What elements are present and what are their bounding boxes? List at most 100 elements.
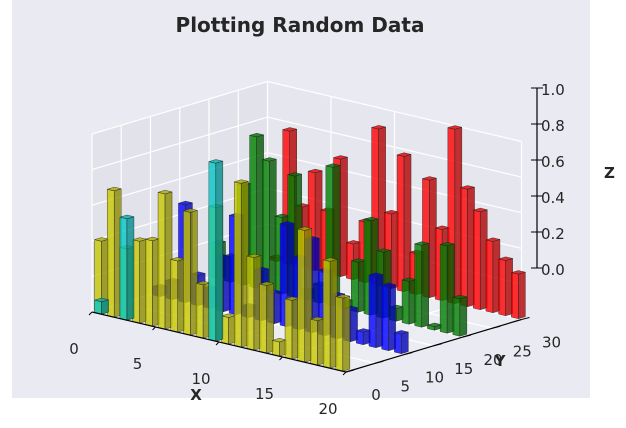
bar — [93, 237, 110, 315]
z-tick-label: 1.0 — [541, 81, 565, 99]
x-tick — [279, 356, 283, 361]
bar-top — [472, 207, 489, 213]
bar — [322, 257, 338, 369]
bar-top — [248, 132, 265, 138]
y-tick-label: 10 — [425, 369, 444, 387]
grid-z-back — [267, 116, 522, 178]
bar-side — [518, 271, 526, 320]
x-tick — [215, 341, 220, 346]
bar-top — [246, 253, 262, 258]
z-tick-label: 0.2 — [541, 225, 565, 243]
bar — [284, 296, 300, 360]
bar-front — [183, 210, 191, 336]
x-tick-label: 15 — [255, 385, 274, 403]
bar-side — [215, 160, 224, 342]
bar-front — [157, 192, 166, 330]
x-tick-label: 5 — [133, 355, 143, 373]
bar-top — [182, 208, 199, 213]
y-tick — [521, 317, 530, 320]
bar-front — [310, 318, 318, 366]
x-tick — [88, 311, 93, 316]
x-tick — [342, 371, 347, 376]
bar-front — [195, 282, 204, 339]
x-tick-label: 0 — [69, 340, 79, 358]
bar-front — [485, 239, 494, 314]
bar — [401, 277, 417, 325]
bar-front — [460, 187, 468, 308]
bar-top — [93, 297, 110, 302]
z-tick-label: 0.8 — [541, 117, 565, 135]
bar-top — [413, 241, 430, 246]
bar-side — [101, 299, 109, 315]
bar-front — [356, 330, 364, 346]
bar-front — [401, 279, 410, 325]
y-tick — [375, 360, 384, 364]
bar-front — [234, 181, 242, 348]
bar — [144, 236, 161, 327]
bar-top — [296, 226, 313, 231]
y-tick — [345, 369, 355, 373]
grid-z-side — [91, 116, 268, 171]
bar-front — [498, 258, 506, 317]
x-tick-label: 10 — [191, 370, 210, 388]
bar-front — [170, 259, 178, 333]
bar-front — [351, 260, 359, 313]
bar — [472, 207, 489, 311]
bar-top — [332, 155, 349, 160]
bar — [485, 237, 501, 314]
bar — [355, 328, 372, 346]
bar-side — [421, 243, 429, 328]
chart-title: Plotting Random Data — [176, 13, 425, 37]
y-axis-label: Y — [494, 352, 507, 370]
bar-top — [157, 190, 173, 195]
bar — [157, 190, 173, 330]
bar-top — [485, 237, 501, 242]
bar-front — [284, 298, 293, 360]
bar-top — [510, 270, 527, 275]
z-tick-label: 0.4 — [541, 189, 565, 207]
bar-front — [394, 332, 402, 355]
bar — [296, 226, 313, 363]
bar-top — [368, 272, 384, 277]
bar — [271, 338, 288, 357]
bar-front — [297, 228, 305, 363]
z-tick-label: 0.6 — [541, 153, 565, 171]
bar-top — [233, 179, 250, 184]
z-tick-label: 0.0 — [541, 261, 565, 279]
z-axis-label: Z — [604, 164, 615, 182]
bar-front — [259, 283, 267, 354]
bar-top — [261, 157, 278, 162]
bar — [220, 313, 237, 345]
bar-top — [452, 294, 468, 300]
bar-front — [246, 255, 255, 351]
bar-front — [473, 209, 481, 311]
bar-front — [145, 238, 153, 327]
y-tick — [492, 325, 501, 329]
bar-top — [393, 330, 410, 335]
bar-top — [497, 256, 514, 261]
bar — [131, 237, 148, 324]
bar — [452, 294, 468, 337]
bar — [497, 256, 514, 317]
bar-top — [286, 172, 303, 177]
grid-z-back — [267, 80, 522, 143]
y-tick-label: 30 — [542, 334, 561, 352]
bar-top — [447, 125, 463, 130]
bar-front — [107, 188, 115, 318]
bar-front — [439, 244, 448, 334]
bar — [182, 208, 199, 336]
bar — [510, 270, 527, 320]
bar-front — [414, 243, 422, 328]
bar — [393, 330, 410, 355]
y-tick — [462, 334, 472, 338]
y-tick-label: 15 — [454, 360, 473, 378]
bar-front — [335, 296, 344, 372]
grid-z-back — [267, 152, 522, 214]
y-tick-label: 5 — [400, 377, 410, 395]
bar — [119, 214, 135, 321]
bar-side — [401, 331, 409, 355]
bar — [335, 294, 351, 372]
bar-top — [459, 185, 476, 190]
